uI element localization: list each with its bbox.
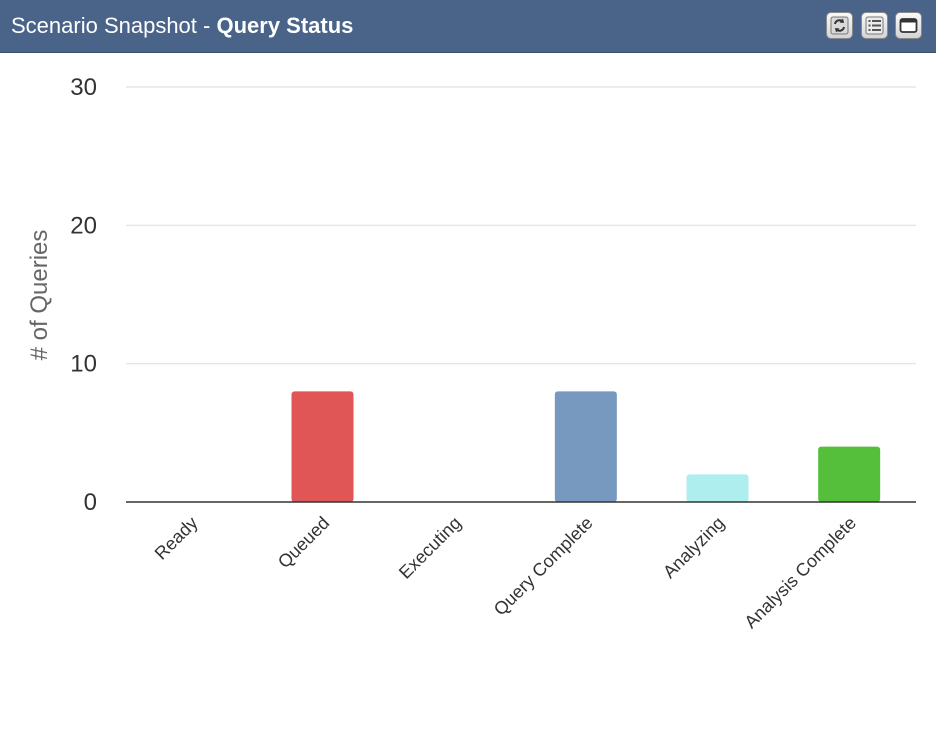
y-tick-label: 10 — [70, 351, 97, 378]
panel-title: Scenario Snapshot - Query Status — [11, 13, 353, 39]
bar-query-complete[interactable] — [554, 391, 617, 502]
list-icon — [865, 16, 884, 35]
x-tick-label: Query Complete — [490, 513, 597, 620]
query-status-chart: 0 10 20 30 Ready Queued Executing Query Comple… — [26, 74, 916, 633]
refresh-icon — [830, 16, 849, 35]
panel-title-bold: Query Status — [216, 13, 354, 38]
panel-title-prefix: Scenario Snapshot - — [11, 13, 217, 38]
y-axis-title: # of Queries — [26, 230, 53, 361]
x-tick-label: Executing — [395, 513, 465, 583]
x-tick-label: Ready — [151, 513, 202, 564]
maximize-button[interactable] — [895, 12, 922, 39]
maximize-icon — [899, 18, 918, 33]
bar-analysis-complete[interactable] — [818, 446, 881, 502]
refresh-button[interactable] — [826, 12, 853, 39]
bar-analyzing[interactable] — [686, 474, 749, 502]
y-tick-label: 0 — [84, 489, 97, 516]
x-tick-label: Queued — [274, 513, 333, 572]
y-tick-label: 20 — [70, 212, 97, 239]
x-tick-label: Analysis Complete — [740, 513, 860, 633]
x-tick-label: Analyzing — [659, 513, 728, 582]
bar-queued[interactable] — [291, 391, 354, 502]
list-button[interactable] — [861, 12, 888, 39]
panel-header: Scenario Snapshot - Query Status — [0, 0, 936, 53]
y-tick-label: 30 — [70, 74, 97, 101]
